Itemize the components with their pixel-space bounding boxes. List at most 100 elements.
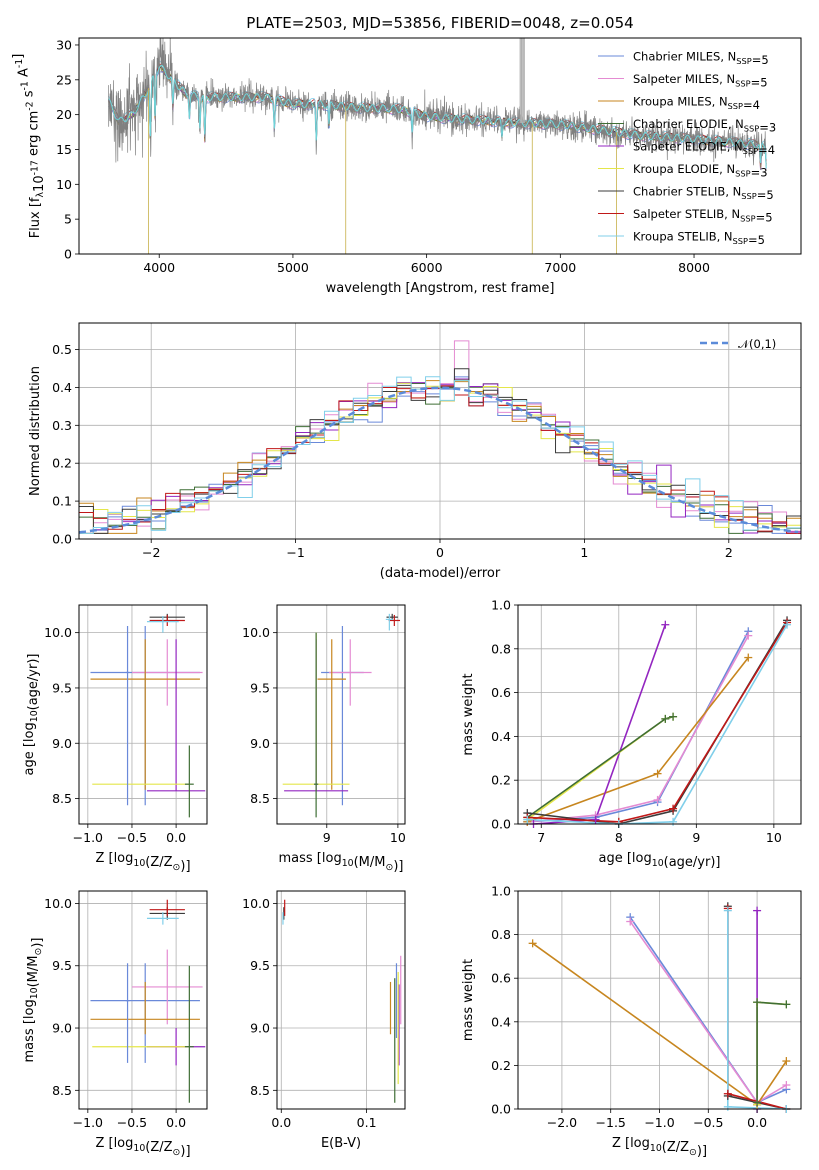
x-tick-label: 10 bbox=[390, 830, 406, 845]
legend-label: 𝒩(0,1) bbox=[738, 337, 776, 351]
legend: 𝒩(0,1) bbox=[700, 337, 776, 351]
data-marker bbox=[782, 1081, 791, 1090]
errorbar-point bbox=[184, 965, 194, 1103]
axes-frame bbox=[517, 604, 802, 825]
y-tick-label: 8.5 bbox=[52, 791, 72, 806]
y-tick-label: 0.0 bbox=[52, 532, 72, 547]
x-tick-label: −0.5 bbox=[117, 830, 147, 845]
x-tick-label: 4000 bbox=[143, 260, 175, 275]
observed-spectrum-line bbox=[108, 38, 767, 170]
data-marker bbox=[669, 804, 678, 813]
x-tick-label: 2 bbox=[725, 545, 733, 560]
plot-area bbox=[90, 613, 206, 818]
y-tick-label: 0.4 bbox=[52, 380, 72, 395]
axes-frame bbox=[276, 890, 406, 1110]
y-tick-label: 0.1 bbox=[52, 494, 72, 509]
y-axis-label: mass [log10(M/M⊙)] bbox=[22, 938, 45, 1063]
series-line bbox=[527, 622, 788, 823]
data-marker bbox=[669, 712, 678, 721]
y-tick-label: 0.0 bbox=[491, 1102, 511, 1117]
data-marker bbox=[653, 795, 662, 804]
y-axis-label: Normed distribution bbox=[28, 366, 43, 496]
y-tick-label: 0.2 bbox=[52, 456, 72, 471]
x-tick-label: 8 bbox=[615, 830, 623, 845]
data-marker bbox=[782, 1000, 791, 1009]
data-marker bbox=[753, 1098, 762, 1107]
errorbar-point bbox=[328, 639, 372, 706]
errorbar-point bbox=[149, 899, 185, 916]
panel-age-massweight: 7 8 9 10 0.0 0.2 0.4 0.6 0.8 1.0 age [log10(age/yr… bbox=[461, 598, 802, 870]
y-tick-label: 0.4 bbox=[491, 1014, 511, 1029]
legend-label: Kroupa STELIB, NSSP=5 bbox=[633, 230, 765, 247]
legend-label: Chabrier MILES, NSSP=5 bbox=[633, 50, 769, 67]
y-tick-label: 0.8 bbox=[491, 641, 511, 656]
errorbar-point bbox=[131, 949, 203, 1025]
data-marker bbox=[669, 817, 678, 826]
x-tick-label: 6000 bbox=[411, 260, 443, 275]
y-axis-label: age [log10(age/yr)] bbox=[22, 654, 41, 776]
y-tick-label: 1.0 bbox=[491, 598, 511, 613]
y-tick-label: 30 bbox=[56, 37, 72, 52]
y-axis-label: mass weight bbox=[461, 959, 476, 1041]
y-tick-label: 0.5 bbox=[52, 342, 72, 357]
panel-ebv-mass: 0.0 0.1 8.5 9.0 9.5 10.0 E(B-V) bbox=[242, 890, 406, 1151]
data-marker bbox=[661, 620, 670, 629]
y-tick-label: 0 bbox=[64, 247, 72, 262]
data-marker bbox=[523, 815, 532, 824]
series-line bbox=[533, 624, 667, 824]
x-tick-label: 1 bbox=[580, 545, 588, 560]
y-tick-label: 25 bbox=[56, 72, 72, 87]
legend-label: Kroupa MILES, NSSP=4 bbox=[633, 95, 760, 112]
y-tick-label: 8.5 bbox=[52, 1083, 72, 1098]
legend-label: Chabrier STELIB, NSSP=5 bbox=[633, 185, 774, 202]
errorbar-point bbox=[146, 616, 179, 633]
y-tick-label: 1.0 bbox=[491, 884, 511, 899]
errorbar-point bbox=[184, 745, 194, 818]
plot-area bbox=[282, 899, 402, 1103]
plot-area bbox=[79, 340, 801, 534]
y-tick-label: 9.5 bbox=[52, 680, 72, 695]
axes-frame bbox=[78, 890, 208, 1110]
data-marker bbox=[753, 998, 762, 1007]
gridlines bbox=[277, 891, 405, 1109]
legend-label: Salpeter MILES, NSSP=5 bbox=[633, 72, 768, 89]
legend-label: Salpeter ELODIE, NSSP=4 bbox=[633, 140, 775, 157]
errorbar-point bbox=[317, 639, 346, 790]
errorbar-point bbox=[321, 626, 364, 806]
y-tick-label: 9.0 bbox=[52, 1021, 72, 1036]
x-tick-label: 0.0 bbox=[166, 1115, 186, 1130]
x-tick-label: −1.0 bbox=[644, 1115, 674, 1130]
errorbar-point bbox=[385, 613, 393, 631]
x-tick-label: 8000 bbox=[678, 260, 710, 275]
x-tick-label: −2 bbox=[142, 545, 160, 560]
errorbar-point bbox=[146, 912, 179, 925]
y-tick-label: 9.5 bbox=[250, 958, 270, 973]
y-tick-label: 0.2 bbox=[491, 1058, 511, 1073]
y-tick-label: 8.5 bbox=[250, 1083, 270, 1098]
x-axis-label: Z [log10(Z/Z⊙)] bbox=[95, 851, 190, 874]
series-line bbox=[527, 624, 788, 824]
normal-reference-curve bbox=[79, 386, 799, 534]
legend-label: Chabrier ELODIE, NSSP=3 bbox=[633, 117, 776, 134]
x-tick-label: 7 bbox=[537, 830, 545, 845]
data-marker bbox=[782, 1057, 791, 1066]
data-marker bbox=[661, 714, 670, 723]
errorbar-point bbox=[149, 614, 185, 627]
x-tick-label: 0.0 bbox=[271, 1115, 291, 1130]
panel-Z-massweight: −2.0 −1.5 −1.0 −0.5 0.0 0.0 0.2 0.4 0.6 0.8 1.0 Z [… bbox=[461, 884, 802, 1159]
errorbar-point bbox=[125, 963, 130, 1063]
y-tick-label: 9.5 bbox=[250, 680, 270, 695]
y-tick-label: 0.6 bbox=[491, 685, 511, 700]
data-marker bbox=[723, 1102, 732, 1111]
y-tick-label: 5 bbox=[64, 212, 72, 227]
best-model-line bbox=[108, 65, 767, 169]
y-tick-label: 0.4 bbox=[491, 729, 511, 744]
plot-area bbox=[526, 619, 788, 824]
y-axis-label: mass weight bbox=[461, 673, 476, 755]
data-marker bbox=[783, 620, 792, 629]
y-axis-label: Flux [fλ10-17 erg cm-2 s-1 A-1] bbox=[11, 54, 47, 239]
x-tick-label: 0.0 bbox=[747, 1115, 767, 1130]
y-tick-label: 0.8 bbox=[491, 927, 511, 942]
x-tick-label: −1 bbox=[286, 545, 304, 560]
